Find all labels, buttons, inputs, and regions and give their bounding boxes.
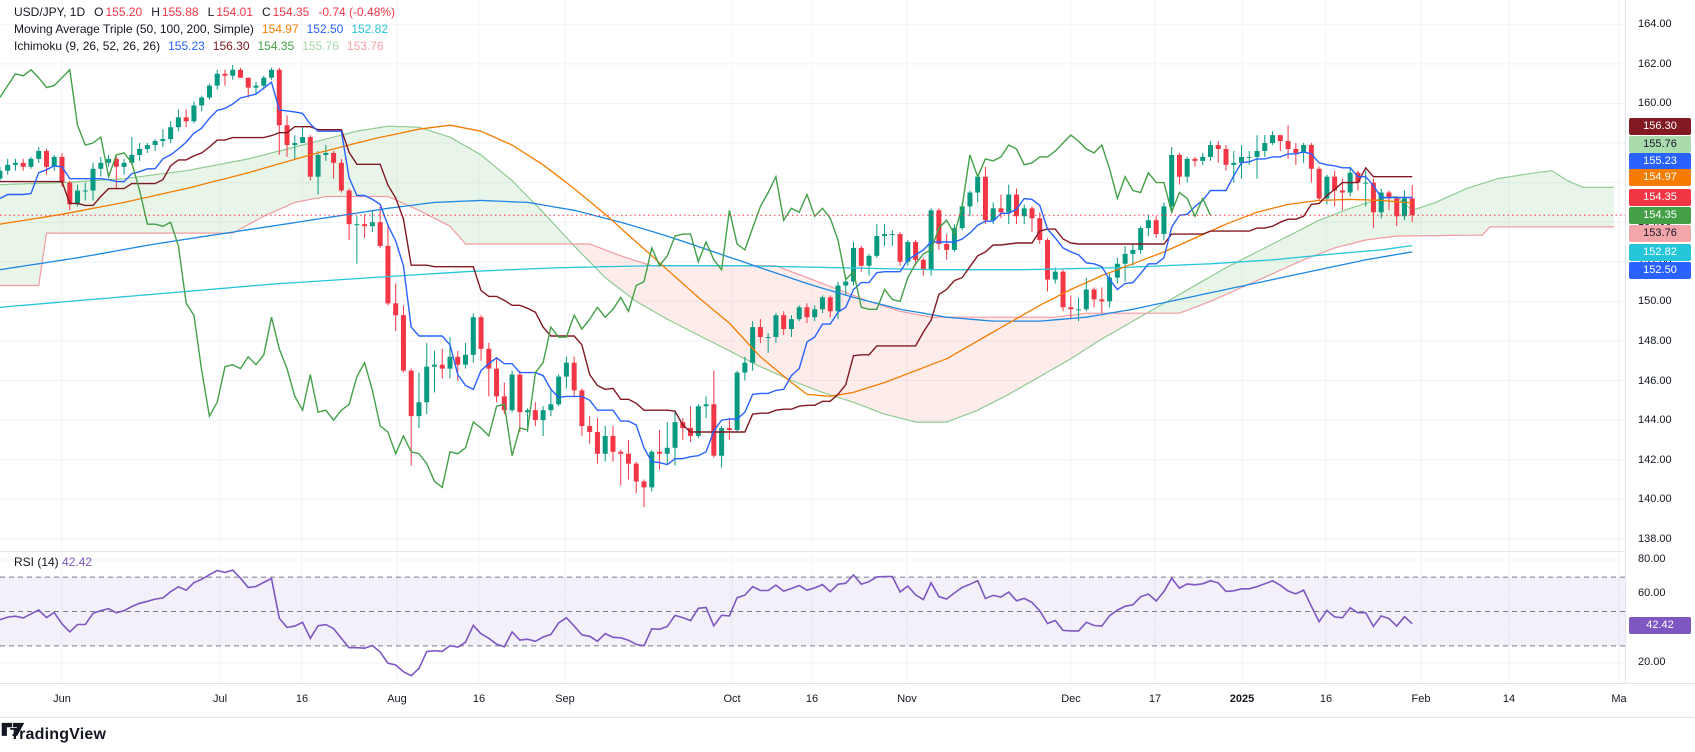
price-tick-label: 164.00 [1638,18,1672,31]
tradingview-logo-text: TradingView [10,726,107,743]
symbol-name: USD/JPY, 1D [14,5,86,19]
rsi-line [0,569,1413,677]
price-badge: 155.76 [1629,136,1691,153]
kijun-line [0,126,1413,433]
time-tick-label: 16 [1319,693,1333,705]
senkou-b-line [0,195,1614,318]
price-tick-label: 146.00 [1638,374,1672,387]
legend-value: 155.23 [168,39,205,53]
price-badge: 156.30 [1629,118,1691,135]
ohlc-token: C [261,5,271,19]
rsi-tick-label: 60.00 [1638,587,1666,600]
symbol-ohlc-legend[interactable]: USD/JPY, 1D O 155.20 H 155.88 L 154.01 C 154.35-… [14,4,395,21]
price-badge: 154.35 [1629,207,1691,224]
ohlc-token: 154.35 [272,5,310,19]
chikou-line [0,68,1212,489]
legend-value: 154.35 [257,39,295,53]
ichimoku-legend[interactable]: Ichimoku (9, 26, 52, 26, 26) 155.23 156.30… [14,38,395,55]
ohlc-token: 155.20 [105,5,143,19]
rsi-legend[interactable]: RSI (14) 42.42 [14,555,92,569]
price-tick-label: 142.00 [1638,453,1672,466]
time-tick-label: 16 [805,693,819,705]
rsi-value: 42.42 [62,555,93,569]
price-badge: 155.23 [1629,153,1691,170]
footer: TradingView [0,718,1695,752]
ichimoku-title: Ichimoku (9, 26, 52, 26, 26) [14,39,161,53]
price-pane[interactable]: USD/JPY, 1D O 155.20 H 155.88 L 154.01 C 154.35-… [0,0,1625,551]
price-tick-label: 150.00 [1638,295,1672,308]
price-tick-label: 140.00 [1638,493,1672,506]
price-badge: 154.35 [1629,189,1691,206]
ohlc-token: 155.88 [161,5,199,19]
price-tick-label: 162.00 [1638,57,1672,70]
price-tick-label: 160.00 [1638,97,1672,110]
legend-value: 154.97 [261,22,299,36]
ma-triple-title: Moving Average Triple (50, 100, 200, Sim… [14,22,254,36]
ohlc-token: -0.74 (-0.48%) [318,5,396,19]
ohlc-token: O [94,5,104,19]
ohlc-token: 154.01 [216,5,253,19]
rsi-chart-canvas[interactable] [0,552,1625,683]
legend-value: 156.30 [212,39,250,53]
legend-value: 155.76 [302,39,339,53]
time-tick-label: Sep [555,693,575,705]
price-chart-canvas[interactable] [0,0,1625,551]
senkou-a-line [0,125,1614,423]
price-tick-label: 148.00 [1638,334,1672,347]
time-tick-label: Aug [387,693,407,705]
legend-value: 152.82 [351,22,389,36]
time-tick-label: 16 [472,693,486,705]
rsi-title: RSI (14) [14,555,59,569]
time-tick-label: Jul [212,693,228,705]
price-badge: 42.42 [1629,617,1691,634]
ohlc-token: H [151,5,160,19]
ma-triple-legend[interactable]: Moving Average Triple (50, 100, 200, Sim… [14,21,395,38]
time-tick-label: Jun [53,693,71,705]
time-tick-label: 14 [1502,693,1516,705]
rsi-tick-label: 20.00 [1638,656,1666,668]
price-badge: 154.97 [1629,169,1691,186]
price-tick-label: 144.00 [1638,414,1672,427]
time-tick-label: 2025 [1229,693,1255,705]
time-tick-label: 16 [295,693,309,705]
ma200-line [0,244,1413,308]
time-tick-label: Oct [723,693,741,705]
time-scale[interactable]: Jun Jul 16 Aug 16 Sep Oct 16 Nov Dec 17 2025 16 Feb 14… [0,683,1695,718]
legend-value: 152.50 [306,22,344,36]
price-badge: 152.82 [1629,244,1691,261]
time-tick-label: Ma [1611,693,1627,705]
tradingview-logo-icon [1,722,25,736]
rsi-pane[interactable]: RSI (14) 42.42 [0,551,1625,683]
price-badge: 153.76 [1629,225,1691,242]
price-badge: 152.50 [1629,262,1691,279]
ma50-line [0,124,1413,398]
price-tick-label: 138.00 [1638,532,1672,545]
time-tick-label: Feb [1411,693,1431,705]
time-tick-label: 17 [1148,693,1162,705]
legend: USD/JPY, 1D O 155.20 H 155.88 L 154.01 C 154.35-… [14,4,395,55]
rsi-tick-label: 80.00 [1638,553,1666,565]
ohlc-token: L [207,5,215,19]
time-tick-label: Dec [1061,693,1081,705]
ma100-line [0,199,1413,322]
legend-value: 153.76 [346,39,384,53]
tradingview-logo[interactable]: TradingView [1,722,107,744]
price-scale[interactable]: 164.00162.00160.00158.00156.00154.00152.… [1625,0,1695,718]
time-tick-label: Nov [897,693,917,705]
tenkan-line [0,81,1413,466]
